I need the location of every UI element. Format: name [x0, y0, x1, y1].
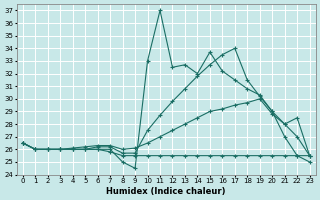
- X-axis label: Humidex (Indice chaleur): Humidex (Indice chaleur): [107, 187, 226, 196]
